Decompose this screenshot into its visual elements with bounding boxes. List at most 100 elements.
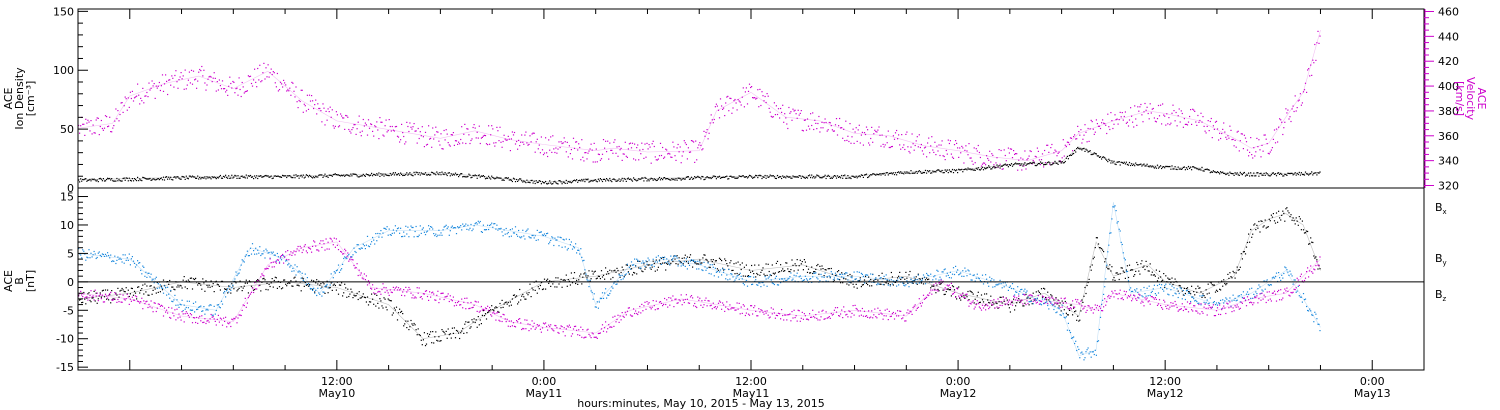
field-series-bx-point	[681, 257, 683, 259]
field-series-by-point	[409, 229, 411, 231]
field-series-bx-point	[422, 339, 424, 341]
field-series-bx-point	[450, 337, 452, 339]
field-series-bx-point	[727, 265, 729, 267]
velocity-series-point	[189, 82, 191, 84]
field-series-by-point	[449, 230, 451, 232]
field-series-by-point	[202, 310, 204, 312]
field-series-bx-point	[405, 320, 407, 322]
ion-density-series-point	[776, 174, 779, 177]
field-series-by-point	[313, 287, 315, 290]
field-series-bx-point	[276, 287, 278, 289]
field-series-by-point	[1119, 230, 1121, 232]
field-series-by-point	[345, 257, 347, 259]
ion-density-series-point	[845, 177, 847, 179]
field-series-bx-point	[1315, 256, 1317, 258]
velocity-series-point	[801, 129, 803, 131]
ion-density-series-point	[889, 172, 891, 174]
ion-density-series-point	[151, 179, 153, 181]
ion-density-series-point	[1064, 160, 1066, 163]
velocity-series-point	[990, 161, 992, 163]
ion-density-series-point	[568, 181, 570, 183]
velocity-series-point	[1210, 117, 1212, 120]
field-series-by-point	[1278, 272, 1280, 274]
velocity-series-point	[850, 142, 852, 144]
velocity-series-point	[538, 144, 540, 146]
ion-density-series-point	[119, 180, 121, 182]
field-series-bx-point	[985, 304, 987, 306]
field-series-by-point	[549, 241, 551, 243]
field-series-by-point	[1201, 295, 1203, 297]
velocity-series-point	[912, 143, 914, 145]
field-series-by-point	[1198, 302, 1200, 304]
velocity-series-point	[625, 155, 627, 157]
field-series-bx-point	[996, 302, 998, 305]
velocity-series-point	[1258, 139, 1260, 141]
ion-density-series-point	[611, 181, 613, 183]
ion-density-series-point	[1304, 171, 1307, 173]
ion-density-series-point	[825, 177, 827, 180]
velocity-series-point	[199, 68, 201, 71]
field-series-bx-point	[1072, 314, 1074, 316]
field-series-by-point	[419, 225, 421, 227]
field-series-bz-point	[190, 314, 193, 316]
field-series-bz-point	[192, 317, 195, 319]
field-series-bx-point	[1096, 237, 1098, 239]
field-series-by-point	[540, 231, 542, 233]
ion-density-series-point	[890, 172, 892, 174]
velocity-series-point	[991, 153, 993, 155]
ion-density-series-point	[391, 173, 393, 175]
ion-density-series-point	[856, 177, 858, 179]
field-series-bx-point	[601, 276, 604, 278]
field-series-bx-point	[400, 311, 402, 313]
velocity-series-point	[1131, 115, 1133, 117]
field-series-bz-point	[199, 315, 201, 317]
field-series-by-point	[910, 278, 912, 280]
field-series-bx-point	[704, 254, 706, 256]
velocity-series-point	[483, 134, 486, 136]
ion-density-series-point	[635, 179, 637, 181]
velocity-series-point	[1091, 121, 1093, 123]
field-series-by-point	[1017, 286, 1019, 288]
ion-density-series-point	[1183, 166, 1185, 168]
velocity-series-point	[230, 82, 232, 85]
field-series-by-point	[683, 260, 685, 262]
field-series-bx-point	[582, 276, 584, 278]
velocity-series-point	[293, 90, 295, 92]
velocity-series-point	[768, 107, 770, 109]
velocity-series-point	[682, 151, 684, 153]
field-series-by-point	[1250, 297, 1252, 299]
velocity-series-point	[1088, 140, 1090, 142]
velocity-series-point	[669, 153, 671, 155]
field-series-by-point	[537, 239, 539, 241]
field-series-by-point	[268, 251, 270, 254]
velocity-series-point	[285, 84, 287, 86]
ion-density-series-point	[407, 174, 409, 176]
velocity-series-point	[477, 137, 479, 139]
field-series-by-point	[566, 249, 568, 251]
velocity-series-point	[1069, 137, 1072, 139]
field-series-bx-point	[864, 275, 867, 278]
velocity-series-point	[1270, 149, 1272, 151]
ion-density-series-point	[363, 175, 365, 177]
field-series-by-point	[1072, 337, 1074, 339]
field-series-by-point	[721, 274, 723, 276]
ion-density-series-point	[597, 178, 599, 180]
velocity-tick-label: 420	[1438, 55, 1459, 68]
field-series-bx-point	[939, 283, 941, 285]
ion-density-series-point	[1133, 163, 1135, 165]
field-series-by-point	[680, 265, 682, 267]
field-series-bx-point	[906, 277, 908, 279]
field-series-by-point	[504, 233, 506, 235]
ion-density-series-point	[1067, 158, 1069, 160]
field-series-bx-point	[137, 286, 139, 288]
field-series-by-point	[492, 226, 494, 228]
field-series-by-point	[116, 259, 118, 261]
field-series-bx-point	[552, 283, 554, 285]
field-series-by-point	[1150, 291, 1152, 294]
ion-density-series-point	[858, 175, 860, 177]
velocity-series-point	[120, 102, 122, 104]
field-series-bx-point	[970, 291, 972, 293]
field-series-by-point	[523, 235, 525, 237]
field-series-by-point	[370, 243, 372, 245]
velocity-series-point	[1261, 144, 1263, 146]
